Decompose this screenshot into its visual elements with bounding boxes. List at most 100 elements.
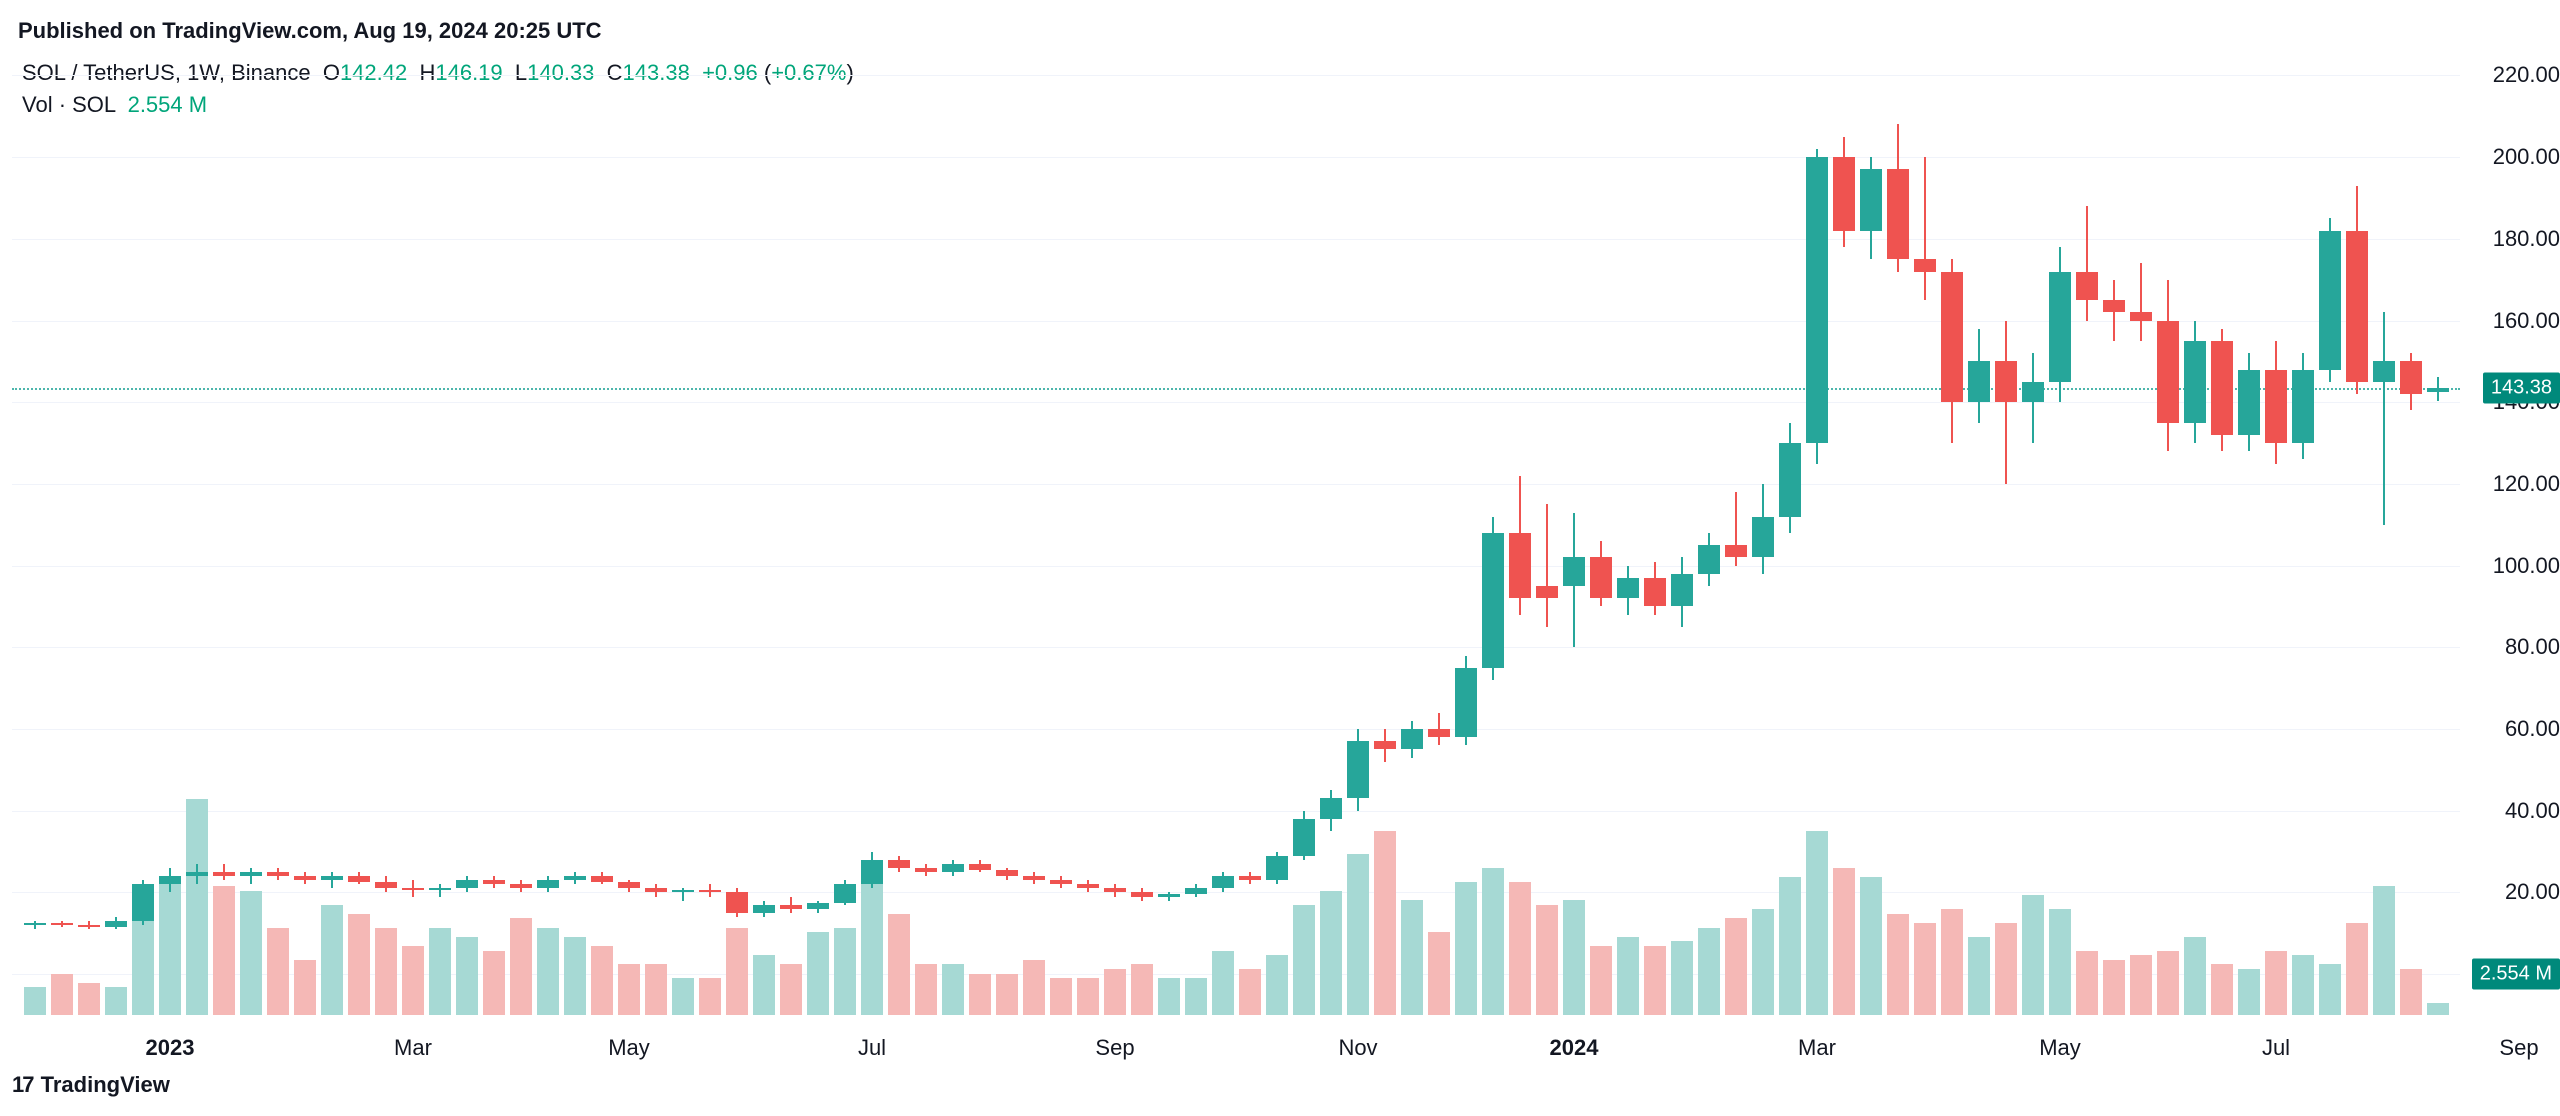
y-tick-label: 200.00 [2493, 144, 2560, 170]
volume-bar [1941, 909, 1963, 1015]
x-tick-label: Jul [858, 1035, 886, 1061]
volume-bar [1725, 918, 1747, 1015]
volume-bar [132, 914, 154, 1015]
gridline [12, 402, 2460, 403]
volume-bar [1995, 923, 2017, 1015]
x-tick-label: Jul [2262, 1035, 2290, 1061]
tradingview-footer: 17 TradingView [12, 1072, 170, 1098]
volume-bar [1860, 877, 1882, 1015]
volume-bar [1617, 937, 1639, 1015]
tradingview-logo-icon: 17 [12, 1072, 29, 1097]
volume-bar [2292, 955, 2314, 1015]
volume-bar [456, 937, 478, 1015]
volume-bar [699, 978, 721, 1015]
volume-bar [1698, 928, 1720, 1015]
volume-bar [1401, 900, 1423, 1015]
volume-bar [2400, 969, 2422, 1015]
x-tick-label: 2024 [1550, 1035, 1599, 1061]
gridline [12, 647, 2460, 648]
y-tick-label: 20.00 [2505, 879, 2560, 905]
volume-bar [321, 905, 343, 1015]
volume-bar [618, 964, 640, 1015]
y-tick-label: 60.00 [2505, 716, 2560, 742]
volume-bar [2265, 951, 2287, 1015]
volume-bar [1077, 978, 1099, 1015]
gridline [12, 239, 2460, 240]
volume-bar [807, 932, 829, 1015]
volume-bar [1320, 891, 1342, 1015]
volume-bar [1752, 909, 1774, 1015]
volume-bar [915, 964, 937, 1015]
volume-bar [1779, 877, 1801, 1015]
volume-bar [672, 978, 694, 1015]
volume-bar [510, 918, 532, 1015]
volume-bar [942, 964, 964, 1015]
candlestick-chart[interactable] [12, 55, 2460, 1015]
gridline [12, 892, 2460, 893]
volume-bar [213, 886, 235, 1015]
x-tick-label: Mar [1798, 1035, 1836, 1061]
volume-bar [2319, 964, 2341, 1015]
volume-bar [2103, 960, 2125, 1015]
volume-bar [51, 974, 73, 1015]
volume-bar [1590, 946, 1612, 1015]
gridline [12, 729, 2460, 730]
y-tick-label: 120.00 [2493, 471, 2560, 497]
volume-bar [294, 960, 316, 1015]
time-axis[interactable]: 2023MarMayJulSepNov2024MarMayJulSep [12, 1035, 2460, 1075]
volume-bar [1374, 831, 1396, 1015]
volume-bar [888, 914, 910, 1015]
x-tick-label: 2023 [146, 1035, 195, 1061]
volume-bar [996, 974, 1018, 1015]
volume-bar [1482, 868, 1504, 1015]
y-tick-label: 100.00 [2493, 553, 2560, 579]
x-tick-label: Sep [1095, 1035, 1134, 1061]
volume-bar [861, 872, 883, 1015]
volume-bar [1509, 882, 1531, 1015]
volume-bar [2346, 923, 2368, 1015]
y-tick-label: 160.00 [2493, 308, 2560, 334]
volume-bar [24, 987, 46, 1015]
volume-bar [2157, 951, 2179, 1015]
volume-bar [1185, 978, 1207, 1015]
volume-bar [1266, 955, 1288, 1015]
volume-bar [1455, 882, 1477, 1015]
volume-bar [429, 928, 451, 1015]
volume-bar [591, 946, 613, 1015]
volume-bar [2076, 951, 2098, 1015]
volume-bar [2427, 1003, 2449, 1015]
volume-bar [267, 928, 289, 1015]
volume-bar [78, 983, 100, 1015]
gridline [12, 75, 2460, 76]
volume-bar [402, 946, 424, 1015]
volume-bar [1293, 905, 1315, 1015]
volume-bar [1158, 978, 1180, 1015]
x-tick-label: May [608, 1035, 650, 1061]
volume-bar [537, 928, 559, 1015]
volume-bar [186, 799, 208, 1015]
volume-bar [753, 955, 775, 1015]
volume-bar [780, 964, 802, 1015]
volume-bar [834, 928, 856, 1015]
y-tick-label: 180.00 [2493, 226, 2560, 252]
volume-bar [1131, 964, 1153, 1015]
volume-bar [348, 914, 370, 1015]
x-tick-label: Mar [394, 1035, 432, 1061]
volume-bar [2022, 895, 2044, 1015]
volume-bar [240, 891, 262, 1015]
volume-bar [2130, 955, 2152, 1015]
x-tick-label: Nov [1338, 1035, 1377, 1061]
current-price-line [12, 388, 2460, 390]
volume-bar [483, 951, 505, 1015]
volume-bar [1212, 951, 1234, 1015]
volume-bar [2211, 964, 2233, 1015]
volume-bar [2049, 909, 2071, 1015]
volume-bar [1968, 937, 1990, 1015]
price-axis[interactable]: 220.00200.00180.00160.00140.00120.00100.… [2470, 55, 2560, 1015]
volume-bar [1239, 969, 1261, 1015]
gridline [12, 321, 2460, 322]
gridline [12, 157, 2460, 158]
volume-bar [375, 928, 397, 1015]
volume-bar [1563, 900, 1585, 1015]
gridline [12, 811, 2460, 812]
